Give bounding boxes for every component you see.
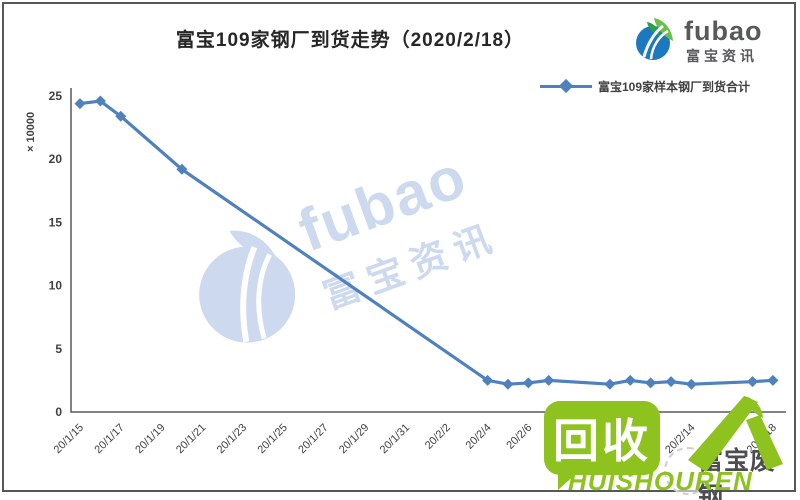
chart-axes [70,88,786,413]
y-tick-label: 15 [49,215,63,229]
x-tick-label: 20/1/25 [255,422,289,456]
data-point-marker [645,377,657,389]
y-tick-label: 25 [49,89,63,103]
data-point-marker [482,374,494,386]
y-axis-unit-label: × 10000 [25,112,37,152]
series-line [79,99,774,386]
fubao-logo-icon [636,18,673,60]
data-point-marker [74,98,86,110]
x-tick-label: 20/1/31 [378,422,412,456]
legend-label: 富宝109家样本钢厂到货合计 [598,80,751,94]
huishouren-caption: HUISHOUREN [568,466,753,496]
data-point-marker [604,378,616,390]
x-tick-label: 20/1/29 [337,422,371,456]
x-tick-label: 20/1/27 [296,422,330,456]
recycle-bubble-text: 回收 [553,415,651,467]
x-tick-label: 20/1/23 [215,422,249,456]
outer-border-frame [2,2,796,492]
data-point-marker [94,95,106,107]
x-tick-label: 20/1/15 [52,422,86,456]
data-point-marker [767,374,779,386]
x-tick-label: 20/2/2 [423,422,453,452]
chart-legend: 富宝109家样本钢厂到货合计 [540,78,750,95]
y-tick-label: 10 [49,279,63,293]
data-point-marker [685,378,697,390]
x-tick-label: 20/2/6 [504,422,534,452]
y-tick-label: 20 [49,152,63,166]
data-point-marker [115,110,127,122]
data-point-marker [665,376,677,388]
data-point-marker [543,374,555,386]
data-point-marker [522,377,534,389]
fubao-wordmark: fubao [684,16,763,46]
data-point-marker [747,376,759,388]
data-point-marker [502,378,514,390]
huishouren-speech-bubble: 回收 [544,401,660,490]
x-tick-label: 20/1/21 [174,422,208,456]
fubao-subtext: 富宝资讯 [686,48,758,64]
y-tick-label: 0 [55,405,62,419]
data-point-marker [176,163,188,175]
x-tick-label: 20/2/4 [464,422,494,452]
y-tick-label: 5 [55,342,62,356]
page-title: 富宝109家钢厂到货走势（2020/2/18） [175,30,525,51]
walking-person-icon [688,396,783,472]
speech-bubble-tail [558,473,577,490]
fubao-brand-logo: fubao 富宝资讯 [630,14,790,66]
legend-diamond-icon [558,78,574,94]
data-point-marker [624,374,636,386]
x-tick-label: 20/1/19 [133,422,167,456]
legend-line-marker-icon [540,78,592,94]
x-tick-label: 20/1/17 [92,422,126,456]
